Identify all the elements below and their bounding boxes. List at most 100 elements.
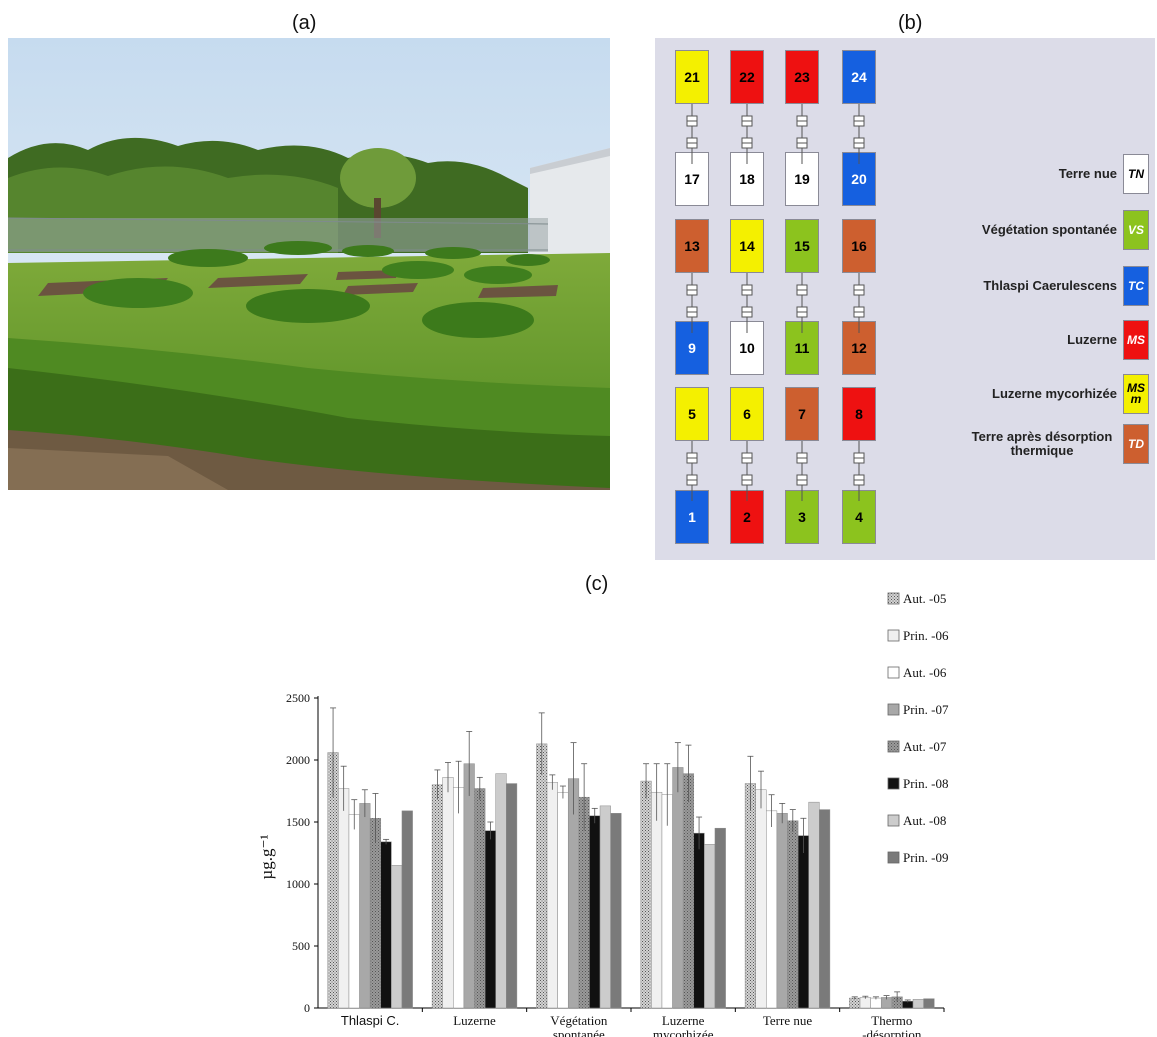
legend-swatch-5 [887, 777, 900, 790]
legend-swatch-4 [887, 740, 900, 753]
bar-3-1 [651, 791, 663, 1009]
bar-3-0 [640, 780, 652, 1009]
x-tick-label-3: mycorhizée [653, 1027, 714, 1037]
legend-entry-6: Aut. -08 [903, 813, 946, 828]
x-tick-label-5: -désorption [862, 1027, 922, 1037]
legend-row-msm: Luzerne mycorhizée MS m [992, 374, 1149, 414]
legend-label: Luzerne mycorhizée [992, 386, 1117, 401]
bar-1-3 [463, 763, 475, 1009]
plot-21: 21 [675, 50, 709, 104]
field-plots-photo [8, 38, 610, 490]
plot-16: 16 [842, 219, 876, 273]
concentration-bar-chart: 0 500 1000 1500 2000 2500 µg.g⁻¹ Thlaspi C. Luze… [257, 591, 949, 1037]
y-tick-label-500: 500 [292, 939, 310, 953]
bar-3-5 [693, 832, 705, 1009]
bar-1-0 [431, 784, 443, 1009]
legend-swatch: TC [1123, 266, 1149, 306]
y-tick-label-2500: 2500 [286, 691, 310, 705]
legend-swatch: TD [1123, 424, 1149, 464]
plot-connector [796, 441, 808, 501]
bar-2-7 [610, 813, 622, 1009]
bar-0-7 [401, 810, 413, 1009]
bar-3-7 [714, 827, 726, 1009]
legend-swatch: MS m [1123, 374, 1149, 414]
bar-3-4 [682, 773, 695, 1009]
x-tick-label-2: spontanée [553, 1027, 605, 1037]
bar-1-2 [453, 787, 465, 1009]
x-tick-label-0: Thlaspi C. [341, 1013, 400, 1028]
bar-1-1 [442, 777, 454, 1009]
plot-connector [796, 104, 808, 164]
legend-label: Luzerne [1067, 332, 1117, 347]
plot-10: 10 [730, 321, 764, 375]
plot-connector [853, 273, 865, 333]
bar-3-3 [672, 767, 684, 1009]
y-tick-label-2000: 2000 [286, 753, 310, 767]
bar-1-4 [474, 788, 486, 1009]
plot-connector [686, 273, 698, 333]
bar-5-7 [923, 998, 935, 1009]
plot-connector [853, 441, 865, 501]
legend-entry-4: Aut. -07 [903, 739, 947, 754]
bar-4-2 [766, 810, 778, 1009]
plot-connector [686, 441, 698, 501]
legend-label: Terre nue [1058, 166, 1117, 181]
plot-5: 5 [675, 387, 709, 441]
x-tick-label-2: Végétation [550, 1013, 608, 1028]
legend-swatch-6 [887, 814, 900, 827]
panel-label-b: (b) [898, 12, 923, 34]
legend-row-tn: Terre nue TN [1059, 154, 1149, 194]
legend-entry-1: Prin. -06 [903, 628, 949, 643]
plot-connector [741, 441, 753, 501]
legend-swatch-7 [887, 851, 900, 864]
bar-4-6 [808, 801, 820, 1009]
legend-swatch: TN [1123, 154, 1149, 194]
bar-1-6 [495, 773, 507, 1009]
legend-label: Thlaspi Caerulescens [983, 278, 1117, 293]
legend-entry-7: Prin. -09 [903, 850, 949, 865]
y-axis-label: µg.g⁻¹ [257, 834, 276, 879]
plot-6: 6 [730, 387, 764, 441]
bar-4-5 [797, 835, 809, 1009]
legend-entry-3: Prin. -07 [903, 702, 949, 717]
legend-row-ms: Luzerne MS [1067, 320, 1149, 360]
bar-0-6 [391, 865, 403, 1009]
plot-connector [686, 104, 698, 164]
legend-entry-0: Aut. -05 [903, 591, 946, 606]
bar-0-5 [380, 841, 392, 1009]
x-tick-label-1: Luzerne [453, 1013, 496, 1028]
plot-22: 22 [730, 50, 764, 104]
legend-swatch: VS [1123, 210, 1149, 250]
legend-label: Terre après désorption thermique [971, 429, 1113, 458]
legend-label: Végétation spontanée [981, 222, 1117, 237]
bar-5-1 [859, 997, 871, 1009]
bar-2-2 [557, 791, 569, 1009]
bar-2-6 [599, 805, 611, 1009]
plot-connector [796, 273, 808, 333]
x-tick-label-3: Luzerne [662, 1013, 705, 1028]
legend-swatch: MS [1123, 320, 1149, 360]
bar-5-6 [912, 999, 924, 1009]
bar-5-2 [870, 997, 882, 1009]
panel-label-c: (c) [585, 573, 609, 595]
legend-swatch-1 [887, 629, 900, 642]
plot-connector [853, 104, 865, 164]
legend-row-td: Terre après désorption thermique TD [967, 424, 1149, 464]
bar-4-1 [755, 789, 767, 1009]
bar-1-7 [506, 783, 518, 1009]
bar-0-1 [338, 788, 350, 1009]
bar-0-3 [359, 803, 371, 1009]
plot-connector [741, 104, 753, 164]
x-tick-label-5: Thermo [871, 1013, 912, 1028]
bar-2-0 [536, 743, 548, 1009]
bar-5-0 [849, 997, 861, 1009]
legend-row-tc: Thlaspi Caerulescens TC [983, 266, 1149, 306]
x-tick-label-4: Terre nue [763, 1013, 812, 1028]
panel-label-a: (a) [292, 12, 317, 34]
plot-13: 13 [675, 219, 709, 273]
bar-0-2 [348, 814, 360, 1009]
bar-3-2 [661, 794, 673, 1009]
y-tick-label-0: 0 [304, 1001, 310, 1015]
bar-2-5 [589, 815, 601, 1009]
bar-1-5 [484, 830, 496, 1009]
